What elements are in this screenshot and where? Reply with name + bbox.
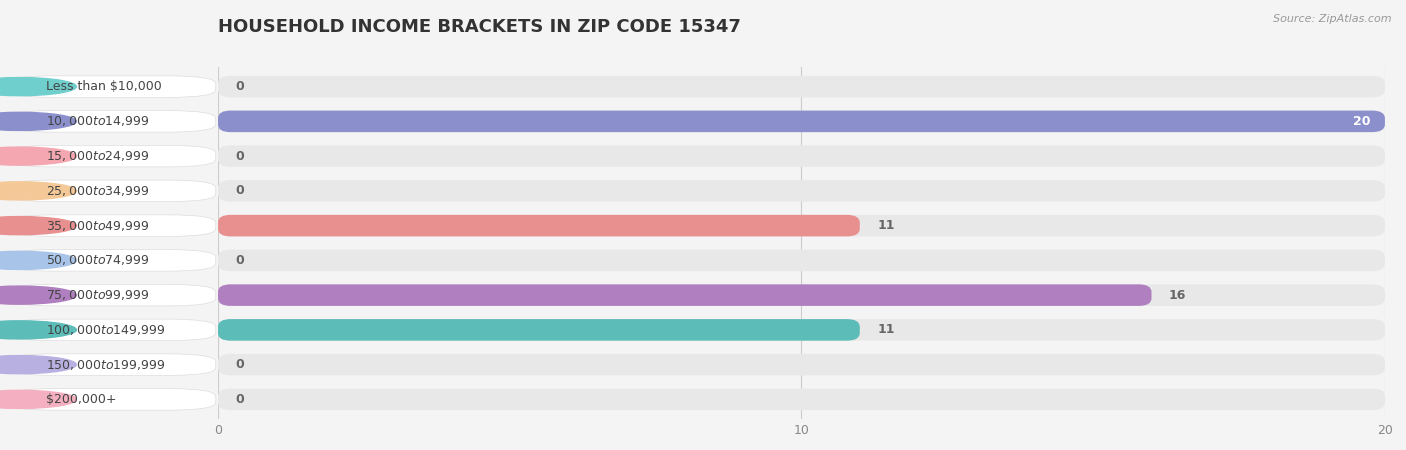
FancyBboxPatch shape	[7, 145, 215, 167]
FancyBboxPatch shape	[7, 76, 215, 97]
FancyBboxPatch shape	[218, 215, 1385, 236]
FancyBboxPatch shape	[218, 354, 1385, 375]
FancyBboxPatch shape	[7, 284, 215, 306]
FancyBboxPatch shape	[218, 250, 1385, 271]
Text: Source: ZipAtlas.com: Source: ZipAtlas.com	[1274, 14, 1392, 23]
Text: 0: 0	[235, 80, 245, 93]
FancyBboxPatch shape	[7, 111, 215, 132]
Circle shape	[0, 356, 76, 373]
FancyBboxPatch shape	[218, 319, 1385, 341]
Text: Less than $10,000: Less than $10,000	[46, 80, 162, 93]
FancyBboxPatch shape	[218, 145, 1385, 167]
Circle shape	[0, 252, 76, 270]
FancyBboxPatch shape	[7, 319, 215, 341]
Text: $15,000 to $24,999: $15,000 to $24,999	[46, 149, 149, 163]
Text: $25,000 to $34,999: $25,000 to $34,999	[46, 184, 149, 198]
FancyBboxPatch shape	[218, 76, 1385, 97]
FancyBboxPatch shape	[7, 389, 215, 410]
Circle shape	[0, 147, 76, 165]
Text: 0: 0	[235, 184, 245, 198]
FancyBboxPatch shape	[7, 354, 215, 375]
Text: 0: 0	[235, 393, 245, 406]
Text: $200,000+: $200,000+	[46, 393, 117, 406]
Circle shape	[0, 286, 76, 304]
FancyBboxPatch shape	[7, 215, 215, 236]
FancyBboxPatch shape	[218, 215, 860, 236]
Text: 11: 11	[877, 324, 894, 337]
FancyBboxPatch shape	[218, 180, 1385, 202]
Text: $50,000 to $74,999: $50,000 to $74,999	[46, 253, 149, 267]
Circle shape	[0, 321, 76, 339]
Text: $75,000 to $99,999: $75,000 to $99,999	[46, 288, 149, 302]
Text: $100,000 to $149,999: $100,000 to $149,999	[46, 323, 165, 337]
Text: 11: 11	[877, 219, 894, 232]
FancyBboxPatch shape	[218, 284, 1152, 306]
Text: 0: 0	[235, 358, 245, 371]
Circle shape	[0, 216, 76, 234]
FancyBboxPatch shape	[218, 284, 1385, 306]
FancyBboxPatch shape	[218, 111, 1385, 132]
Circle shape	[0, 112, 76, 130]
Text: 20: 20	[1353, 115, 1371, 128]
Text: $35,000 to $49,999: $35,000 to $49,999	[46, 219, 149, 233]
FancyBboxPatch shape	[7, 180, 215, 202]
Text: HOUSEHOLD INCOME BRACKETS IN ZIP CODE 15347: HOUSEHOLD INCOME BRACKETS IN ZIP CODE 15…	[218, 18, 741, 36]
Text: 0: 0	[235, 149, 245, 162]
FancyBboxPatch shape	[218, 389, 1385, 410]
FancyBboxPatch shape	[218, 319, 860, 341]
FancyBboxPatch shape	[7, 250, 215, 271]
Circle shape	[0, 390, 76, 409]
Circle shape	[0, 182, 76, 200]
Text: 16: 16	[1168, 288, 1187, 302]
Text: $150,000 to $199,999: $150,000 to $199,999	[46, 358, 165, 372]
Circle shape	[0, 77, 76, 96]
Text: 0: 0	[235, 254, 245, 267]
Text: $10,000 to $14,999: $10,000 to $14,999	[46, 114, 149, 128]
FancyBboxPatch shape	[218, 111, 1385, 132]
